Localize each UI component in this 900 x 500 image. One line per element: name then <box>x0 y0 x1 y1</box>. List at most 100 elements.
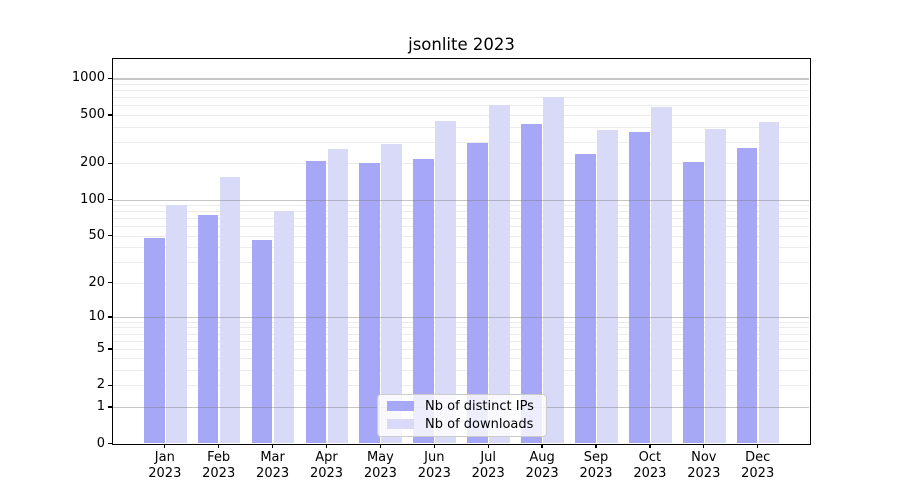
x-tick-label: Oct 2023 <box>633 450 667 481</box>
major-gridline <box>113 199 809 201</box>
x-tick-mark <box>433 443 435 449</box>
legend-item-downloads: Nb of downloads <box>387 418 546 431</box>
y-tick-label: 5 <box>96 340 105 356</box>
x-tick-mark <box>271 443 274 449</box>
legend-label-downloads: Nb of downloads <box>425 416 534 432</box>
x-tick-mark <box>703 443 705 449</box>
x-tick-mark <box>218 443 220 449</box>
y-tick-mark <box>107 384 112 387</box>
x-tick-label: Dec 2023 <box>741 450 775 481</box>
minor-gridline <box>113 340 809 342</box>
bar-downloads <box>327 148 349 444</box>
x-tick-label: May 2023 <box>363 450 397 481</box>
x-tick-label: Sep 2023 <box>579 450 613 481</box>
y-tick-label: 1000 <box>71 70 105 86</box>
y-tick-mark <box>107 442 112 445</box>
minor-gridline <box>113 115 809 117</box>
x-tick-mark <box>164 443 166 449</box>
legend-item-distinct-ips: Nb of distinct IPs <box>387 400 546 413</box>
y-tick-mark <box>107 77 112 80</box>
plot-area <box>113 60 809 444</box>
bar-downloads <box>650 106 672 444</box>
plot-border <box>111 58 811 445</box>
legend: Nb of distinct IPs Nb of downloads <box>377 393 547 437</box>
x-tick-mark <box>325 443 328 449</box>
legend-label-distinct-ips: Nb of distinct IPs <box>425 398 534 414</box>
minor-gridline <box>113 105 809 107</box>
bar-downloads <box>543 96 564 444</box>
minor-gridline <box>113 235 809 237</box>
x-tick-mark <box>487 443 489 449</box>
y-tick-mark <box>107 114 112 116</box>
bar-downloads <box>219 177 241 444</box>
y-tick-label: 50 <box>88 227 105 243</box>
y-tick-mark <box>107 162 112 164</box>
x-tick-label: Nov 2023 <box>687 450 721 481</box>
bar-distinct-ips <box>197 214 219 444</box>
minor-gridline <box>113 226 809 228</box>
bar-distinct-ips <box>251 240 273 444</box>
bar-downloads <box>381 144 403 444</box>
minor-gridline <box>113 262 809 264</box>
y-tick-mark <box>107 406 112 408</box>
bar-distinct-ips <box>413 158 435 444</box>
bar-distinct-ips <box>575 153 596 444</box>
minor-gridline <box>113 321 809 323</box>
y-tick-label: 20 <box>88 274 105 290</box>
legend-swatch-distinct-ips <box>387 400 414 412</box>
bar-downloads <box>165 205 187 444</box>
bar-distinct-ips <box>467 142 488 444</box>
x-tick-label: Jan 2023 <box>148 450 182 481</box>
minor-gridline <box>113 327 809 329</box>
minor-gridline <box>113 358 809 360</box>
x-tick-label: Apr 2023 <box>309 450 344 481</box>
x-tick-mark <box>757 443 759 449</box>
x-tick-label: Jul 2023 <box>471 450 505 481</box>
minor-gridline <box>113 385 809 387</box>
x-tick-label: Feb 2023 <box>202 450 236 481</box>
minor-gridline <box>113 126 809 128</box>
bar-downloads <box>489 104 510 444</box>
major-gridline <box>113 316 809 318</box>
minor-gridline <box>113 97 809 99</box>
x-tick-mark <box>541 443 543 449</box>
bar-downloads <box>435 120 457 444</box>
bar-downloads <box>273 211 295 444</box>
x-tick-label: Aug 2023 <box>525 450 559 481</box>
x-tick-mark <box>595 443 597 449</box>
minor-gridline <box>113 333 809 335</box>
major-gridline <box>113 78 809 80</box>
bar-distinct-ips <box>143 237 165 444</box>
minor-gridline <box>113 218 809 220</box>
minor-gridline <box>113 211 809 213</box>
x-tick-label: Jun 2023 <box>417 450 451 481</box>
chart-title: jsonlite 2023 <box>408 35 515 54</box>
x-tick-mark <box>649 443 651 449</box>
bar-distinct-ips <box>359 162 381 444</box>
y-tick-label: 500 <box>80 107 105 123</box>
bar-downloads <box>597 129 618 444</box>
y-tick-label: 0 <box>96 435 105 451</box>
bar-distinct-ips <box>736 148 758 444</box>
y-tick-mark <box>107 348 112 350</box>
bar-distinct-ips <box>521 123 542 444</box>
bar-distinct-ips <box>305 160 327 444</box>
y-tick-label: 1 <box>96 398 105 414</box>
y-tick-label: 100 <box>80 191 105 207</box>
legend-swatch-downloads <box>387 418 414 430</box>
y-tick-label: 200 <box>80 155 105 171</box>
bar-downloads <box>704 128 726 444</box>
bar-distinct-ips <box>682 161 704 444</box>
y-tick-mark <box>107 281 112 284</box>
minor-gridline <box>113 247 809 249</box>
y-tick-mark <box>107 198 112 201</box>
y-tick-label: 10 <box>88 308 105 324</box>
y-tick-label: 2 <box>96 377 105 393</box>
bar-distinct-ips <box>628 132 650 444</box>
minor-gridline <box>113 370 809 372</box>
x-tick-label: Mar 2023 <box>256 450 290 481</box>
x-tick-mark <box>379 443 382 449</box>
y-tick-mark <box>107 235 112 237</box>
bar-downloads <box>758 122 780 444</box>
